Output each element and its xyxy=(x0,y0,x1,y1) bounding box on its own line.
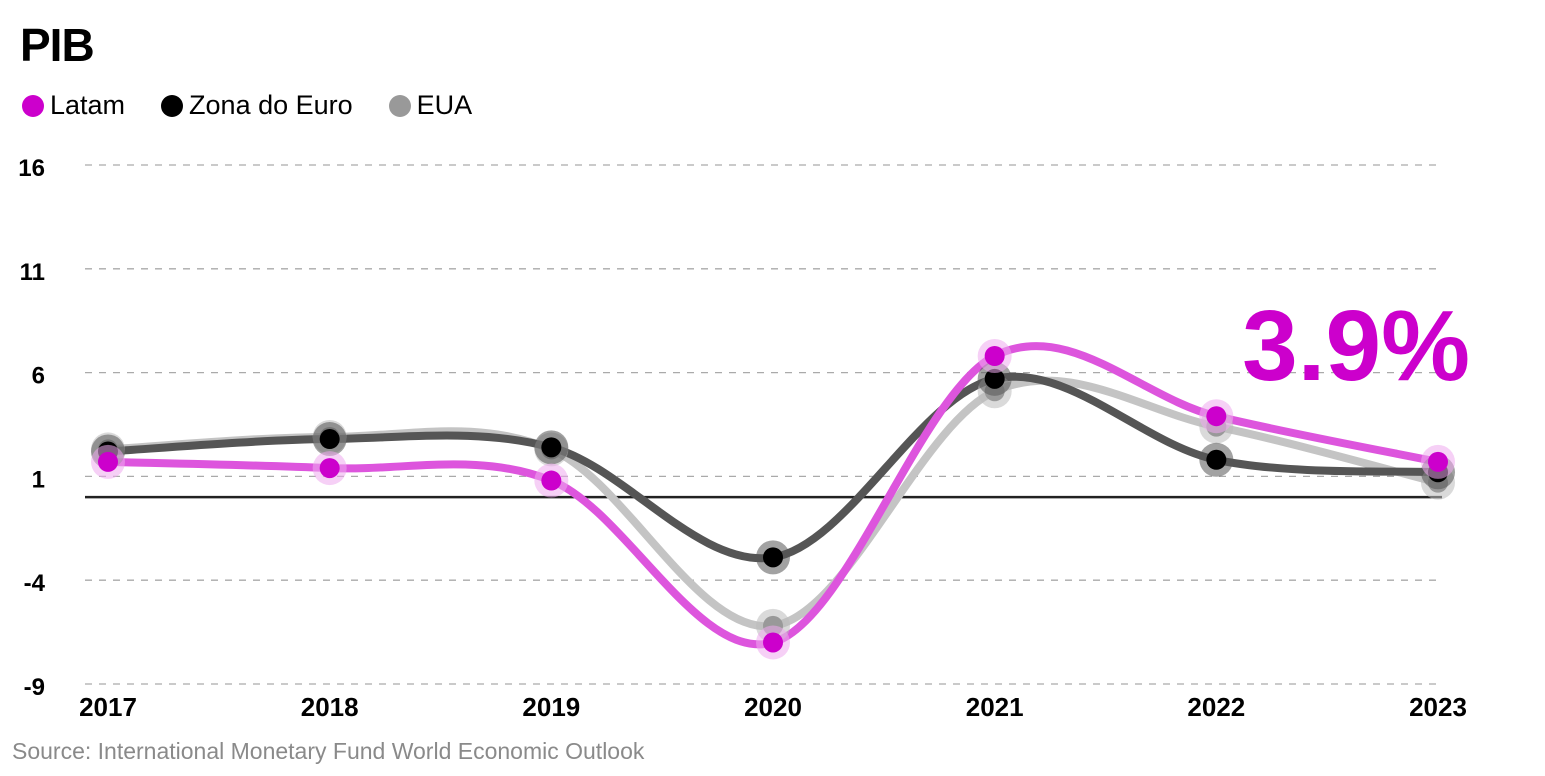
data-point-latam xyxy=(1428,451,1448,472)
data-point-zona-do-euro xyxy=(541,437,562,458)
x-tick-label: 2022 xyxy=(1187,692,1245,722)
data-point-zona-do-euro xyxy=(984,368,1005,389)
data-point-latam xyxy=(1206,406,1227,427)
legend-label-eua: EUA xyxy=(416,90,473,120)
data-point-zona-do-euro xyxy=(1206,449,1227,470)
data-point-zona-do-euro xyxy=(319,429,340,450)
x-tick-label: 2020 xyxy=(744,692,802,722)
x-tick-label: 2021 xyxy=(966,692,1024,722)
x-tick-label: 2017 xyxy=(79,692,137,722)
legend-dot-zona-do-euro xyxy=(161,94,184,117)
y-tick-label: 1 xyxy=(32,466,45,493)
legend-item-latam: Latam xyxy=(22,90,125,121)
data-point-zona-do-euro xyxy=(763,547,783,568)
legend-label-latam: Latam xyxy=(50,90,126,120)
series-lines xyxy=(104,342,1442,649)
grid-lines xyxy=(85,164,1442,685)
y-tick-label: -4 xyxy=(24,570,46,597)
series-line-latam xyxy=(104,342,1442,649)
x-tick-label: 2018 xyxy=(301,692,359,722)
data-point-latam xyxy=(541,470,562,491)
legend-item-eua: EUA xyxy=(388,90,473,121)
series-points xyxy=(91,338,1455,660)
x-tick-label: 2019 xyxy=(522,692,580,722)
chart-title: PIB xyxy=(20,19,95,71)
data-point-latam xyxy=(984,345,1005,366)
legend-dot-eua xyxy=(388,94,411,117)
y-tick-label: 6 xyxy=(32,363,45,390)
y-tick-label: -9 xyxy=(24,674,45,701)
data-point-latam xyxy=(98,451,118,472)
y-axis-ticks: 16 11 6 1 -4 -9 xyxy=(18,155,45,701)
legend-item-zona-do-euro: Zona do Euro xyxy=(161,90,353,121)
data-point-latam xyxy=(319,458,340,479)
y-tick-label: 16 xyxy=(18,155,45,182)
y-tick-label: 11 xyxy=(20,259,45,286)
highlight-annotation: 3.9% xyxy=(1242,290,1470,402)
data-point-latam xyxy=(763,632,783,653)
source-note: Source: International Monetary Fund Worl… xyxy=(12,738,645,764)
legend-dot-latam xyxy=(22,94,44,117)
legend: Latam Zona do Euro EUA xyxy=(22,90,508,121)
x-tick-label: 2023 xyxy=(1409,692,1467,722)
legend-label-zona-do-euro: Zona do Euro xyxy=(189,90,353,120)
x-axis-ticks: 2017 2018 2019 2020 2021 2022 2023 xyxy=(79,692,1467,722)
